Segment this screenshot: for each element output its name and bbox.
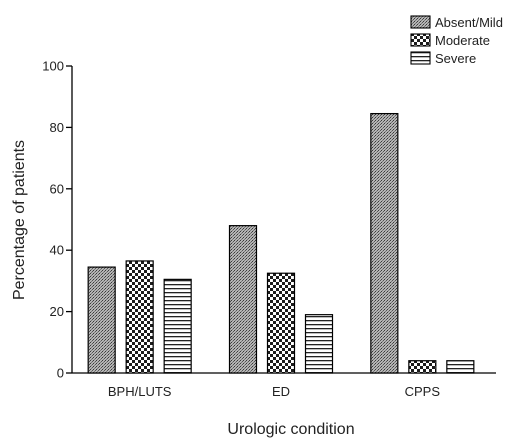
x-tick-label: ED xyxy=(272,384,290,399)
bar-cpps-absent-mild xyxy=(370,112,399,374)
y-axis: 0 20 40 60 80 100 xyxy=(42,59,73,381)
legend-label: Severe xyxy=(435,51,476,66)
y-tick-label: 20 xyxy=(50,304,64,319)
y-tick-label: 80 xyxy=(50,120,64,135)
bar-bph-luts-severe xyxy=(163,278,192,374)
legend-swatch xyxy=(410,33,431,47)
y-tick-label: 40 xyxy=(50,243,64,258)
bar-cpps-severe xyxy=(446,360,475,374)
y-tick-label: 100 xyxy=(42,59,64,74)
x-tick-label: CPPS xyxy=(405,384,441,399)
bar-bph-luts-absent-mild xyxy=(87,266,116,374)
bar-ed-absent-mild xyxy=(228,225,258,374)
legend-label: Absent/Mild xyxy=(435,15,503,30)
legend: Absent/Mild Moderate Severe xyxy=(410,15,503,66)
x-axis: BPH/LUTS ED CPPS xyxy=(72,372,496,399)
y-axis-title: Percentage of patients xyxy=(11,140,28,300)
x-tick-label: BPH/LUTS xyxy=(108,384,172,399)
bar-cpps-moderate xyxy=(408,360,437,374)
legend-swatch xyxy=(410,15,431,29)
x-axis-title: Urologic condition xyxy=(227,421,354,438)
bar-bph-luts-moderate xyxy=(125,260,154,374)
bars xyxy=(87,112,475,374)
legend-swatch xyxy=(410,51,431,65)
y-tick-label: 60 xyxy=(50,181,64,196)
bar-ed-moderate xyxy=(266,272,296,374)
bar-ed-severe xyxy=(304,314,334,374)
y-tick-label: 0 xyxy=(57,366,64,381)
legend-label: Moderate xyxy=(435,33,490,48)
